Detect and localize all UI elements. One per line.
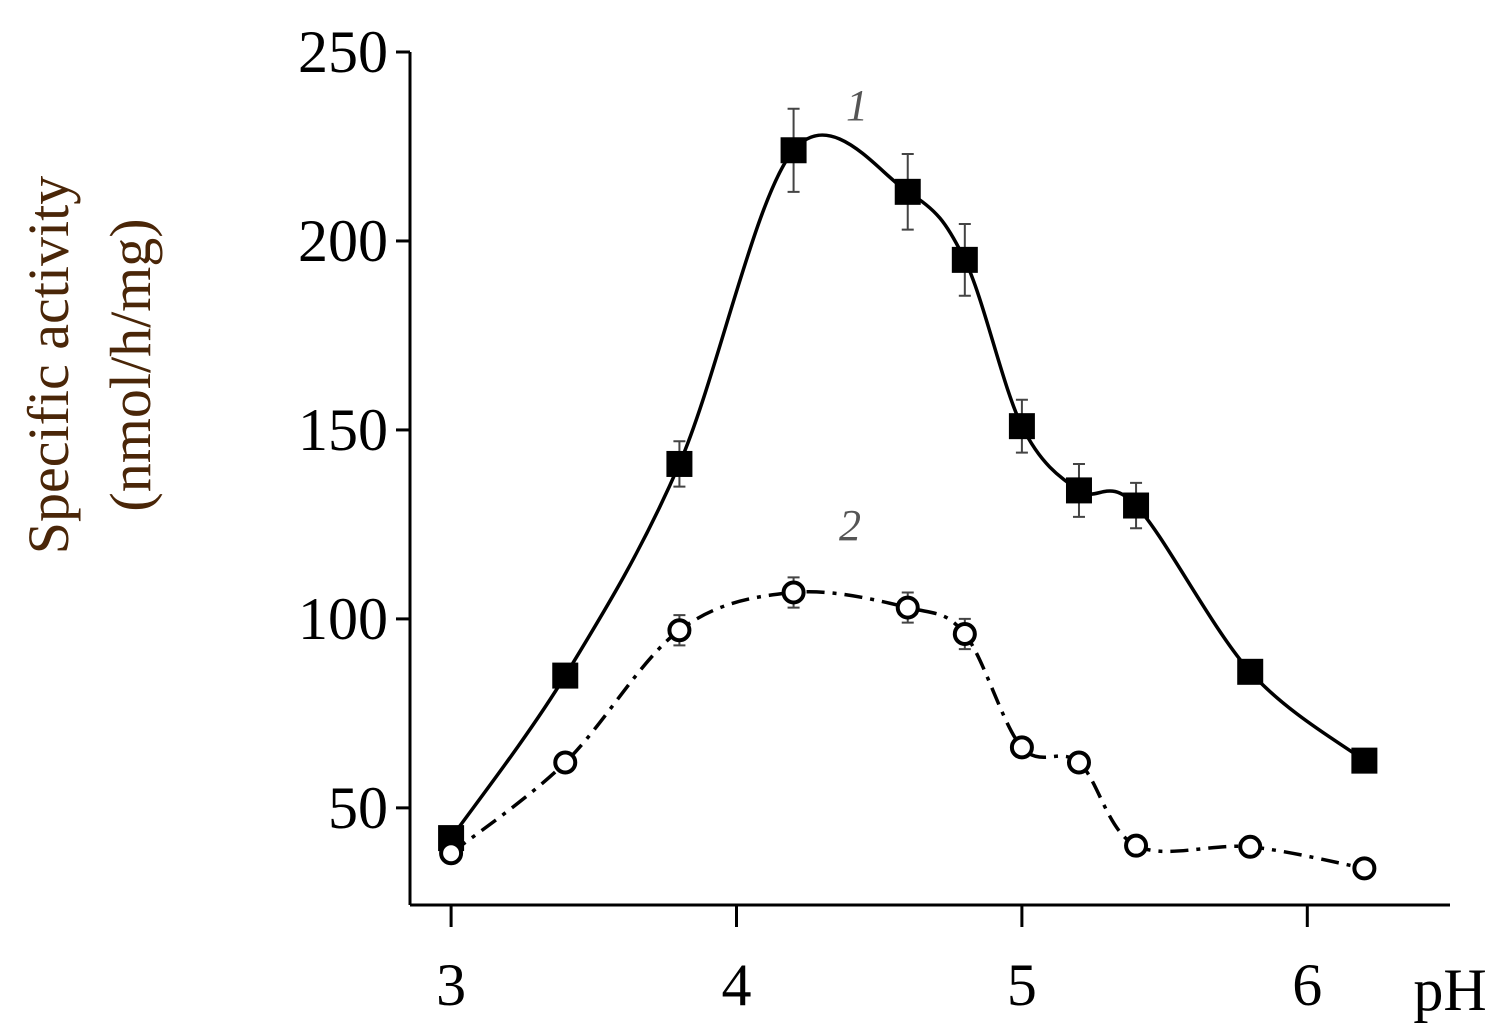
marker (952, 622, 977, 647)
annotation: 2 (839, 501, 861, 550)
y-tick-label: 50 (328, 775, 388, 841)
marker (781, 580, 806, 605)
marker (1009, 735, 1034, 760)
marker (1124, 833, 1149, 858)
y-tick-label: 200 (298, 208, 388, 274)
marker (553, 750, 578, 775)
series-line (449, 133, 1366, 840)
x-tick-label: 6 (1292, 952, 1322, 1018)
marker (895, 595, 920, 620)
x-tick-label: 4 (721, 952, 751, 1018)
y-tick-label: 150 (298, 397, 388, 463)
marker (439, 841, 464, 866)
marker (1066, 750, 1091, 775)
marker (552, 662, 579, 689)
y-axis-label: (nmol/h/mg) (98, 218, 163, 511)
series-line (450, 590, 1365, 871)
y-tick-label: 250 (298, 19, 388, 85)
marker (894, 178, 921, 205)
marker (1065, 477, 1092, 504)
x-axis-label: pH (1413, 957, 1486, 1023)
marker (780, 137, 807, 164)
x-tick-label: 3 (436, 952, 466, 1018)
marker (1352, 856, 1377, 881)
y-tick-label: 100 (298, 586, 388, 652)
marker (1351, 747, 1378, 774)
marker (1237, 658, 1264, 685)
marker (951, 246, 978, 273)
annotation: 1 (846, 81, 868, 130)
y-axis-label: Specific activity (16, 176, 81, 554)
marker (1123, 492, 1150, 519)
marker (666, 450, 693, 477)
marker (1238, 834, 1263, 859)
marker (1008, 413, 1035, 440)
x-tick-label: 5 (1007, 952, 1037, 1018)
marker (667, 618, 692, 643)
